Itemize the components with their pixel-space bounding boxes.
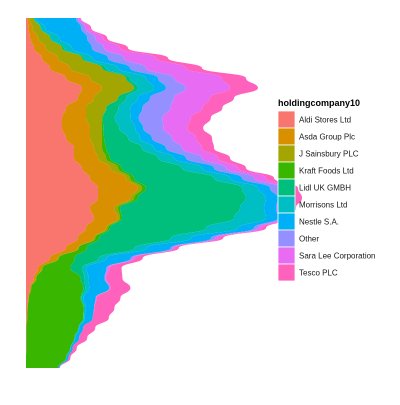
legend-key-nestle-s-a bbox=[277, 212, 296, 231]
legend-key-lidl-uk-gmbh bbox=[277, 178, 296, 197]
legend-item-lidl-uk-gmbh: Lidl UK GMBH bbox=[277, 178, 351, 197]
stream-area-kraft-foods-ltd bbox=[26, 18, 146, 368]
legend-item-nestle-s-a: Nestle S.A. bbox=[277, 212, 339, 231]
legend-items: Aldi Stores Ltd Asda Group Plc J Sainsbury… bbox=[277, 110, 376, 282]
legend-label-lidl-uk-gmbh: Lidl UK GMBH bbox=[299, 184, 351, 193]
legend-label-j-sainsbury-plc: J Sainsbury PLC bbox=[299, 150, 359, 159]
legend-label-aldi-stores-ltd: Aldi Stores Ltd bbox=[299, 116, 351, 125]
legend-label-kraft-foods-ltd: Kraft Foods Ltd bbox=[299, 167, 354, 176]
legend-item-j-sainsbury-plc: J Sainsbury PLC bbox=[277, 144, 359, 163]
legend-item-asda-group-plc: Asda Group Plc bbox=[277, 127, 355, 146]
stream-area-other bbox=[59, 18, 287, 368]
legend-title: holdingcompany10 bbox=[278, 98, 360, 108]
legend-key-morrisons-ltd bbox=[277, 195, 296, 214]
stream-area-tesco-plc bbox=[59, 18, 303, 368]
legend-key-sara-lee-corporation bbox=[277, 246, 296, 265]
stream-area-aldi-stores-ltd bbox=[26, 18, 98, 368]
legend-item-morrisons-ltd: Morrisons Ltd bbox=[277, 195, 347, 214]
legend-item-aldi-stores-ltd: Aldi Stores Ltd bbox=[277, 110, 351, 129]
legend-key-asda-group-plc bbox=[277, 127, 296, 146]
legend-label-asda-group-plc: Asda Group Plc bbox=[299, 133, 355, 142]
legend-item-tesco-plc: Tesco PLC bbox=[277, 263, 338, 282]
legend-label-tesco-plc: Tesco PLC bbox=[299, 269, 338, 278]
legend-key-other bbox=[277, 229, 296, 248]
stream-area-lidl-uk-gmbh bbox=[33, 18, 246, 368]
stream-area-nestle-s-a bbox=[36, 18, 278, 368]
stream-area-asda-group-plc bbox=[26, 18, 138, 368]
legend-item-sara-lee-corporation: Sara Lee Corporation bbox=[277, 246, 376, 265]
legend-key-j-sainsbury-plc bbox=[277, 144, 296, 163]
legend-key-tesco-plc bbox=[277, 263, 296, 282]
legend-label-other: Other bbox=[299, 235, 319, 244]
areas-layer bbox=[26, 18, 303, 368]
stream-area-morrisons-ltd bbox=[34, 18, 266, 368]
legend-key-aldi-stores-ltd bbox=[277, 110, 296, 129]
legend-item-other: Other bbox=[277, 229, 319, 248]
legend-item-kraft-foods-ltd: Kraft Foods Ltd bbox=[277, 161, 354, 180]
legend-label-morrisons-ltd: Morrisons Ltd bbox=[299, 201, 347, 210]
legend-key-kraft-foods-ltd bbox=[277, 161, 296, 180]
legend-label-sara-lee-corporation: Sara Lee Corporation bbox=[299, 252, 376, 261]
legend-label-nestle-s-a: Nestle S.A. bbox=[299, 218, 339, 227]
legend: holdingcompany10 Aldi Stores Ltd Asda Gro… bbox=[277, 98, 376, 282]
